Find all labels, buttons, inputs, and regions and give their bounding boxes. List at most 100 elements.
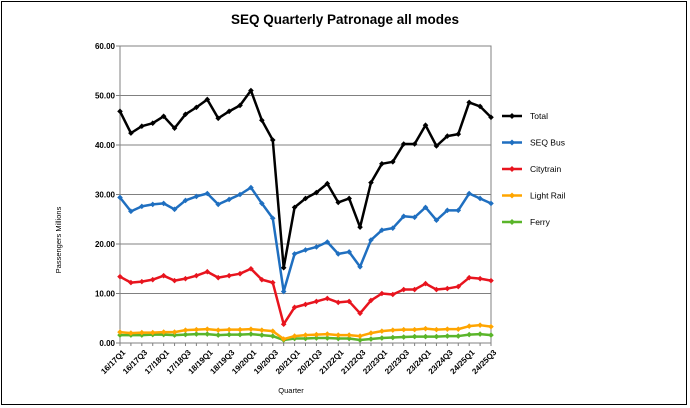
series-lines — [117, 87, 494, 343]
series-ferry — [117, 331, 494, 343]
data-point — [149, 329, 156, 336]
data-point — [411, 141, 418, 147]
y-tick-label: 20.00 — [95, 240, 116, 249]
data-point — [379, 328, 385, 334]
series-light-rail — [117, 322, 494, 342]
y-axis-label: Passengers Millions — [54, 206, 63, 273]
data-point — [171, 332, 178, 338]
data-point — [400, 286, 407, 293]
data-point — [193, 331, 200, 337]
data-point — [335, 251, 342, 257]
data-point — [204, 96, 211, 103]
data-point — [193, 104, 200, 111]
data-point — [128, 330, 134, 336]
data-point — [269, 215, 276, 222]
data-point — [488, 277, 494, 284]
data-point — [346, 195, 352, 202]
data-point — [400, 141, 407, 147]
data-point — [160, 329, 167, 335]
data-point — [237, 326, 243, 333]
data-point — [259, 327, 265, 333]
series-line — [119, 186, 492, 293]
data-point — [422, 333, 429, 340]
legend-marker — [509, 139, 515, 146]
data-point — [160, 113, 167, 120]
data-point — [335, 332, 342, 338]
data-point — [128, 130, 134, 136]
data-point — [488, 323, 494, 330]
data-point — [248, 184, 254, 191]
y-tick-label: 0.00 — [99, 339, 115, 348]
series-seq-bus — [117, 184, 494, 295]
data-point — [226, 326, 232, 333]
data-point — [488, 114, 494, 121]
data-point — [139, 203, 145, 210]
series-citytrain — [117, 265, 494, 327]
legend-label: SEQ Bus — [530, 138, 565, 148]
data-point — [389, 225, 396, 231]
data-point — [149, 120, 156, 127]
data-point — [291, 304, 298, 311]
data-point — [433, 333, 440, 340]
data-point — [259, 200, 265, 207]
data-point — [182, 327, 189, 333]
data-point — [204, 268, 211, 275]
data-point — [379, 335, 385, 341]
series-line — [119, 267, 492, 326]
data-point — [422, 204, 429, 211]
legend-label: Total — [530, 111, 548, 121]
data-point — [280, 321, 287, 327]
data-point — [226, 196, 232, 203]
data-point — [160, 200, 167, 207]
data-point — [357, 224, 363, 230]
data-point — [477, 322, 483, 328]
data-point — [335, 299, 342, 306]
y-tick-label: 60.00 — [95, 42, 116, 51]
data-point — [357, 310, 363, 317]
data-point — [466, 190, 472, 197]
data-point — [248, 265, 254, 272]
data-point — [389, 291, 396, 298]
data-point — [226, 272, 232, 279]
data-point — [269, 279, 276, 286]
data-point — [411, 333, 418, 340]
data-point — [149, 276, 156, 283]
y-tick-label: 50.00 — [95, 92, 116, 101]
legend-item-light-rail: Light Rail — [502, 191, 566, 201]
data-point — [193, 193, 200, 200]
data-point — [444, 207, 451, 214]
data-point — [455, 283, 462, 290]
data-point — [444, 285, 451, 292]
data-point — [433, 217, 440, 224]
data-point — [346, 298, 352, 305]
data-point — [182, 331, 189, 338]
legend-label: Citytrain — [530, 164, 561, 174]
data-point — [302, 335, 309, 342]
y-tick-label: 30.00 — [95, 191, 116, 200]
data-point — [313, 189, 320, 196]
data-point — [280, 264, 287, 271]
data-point — [389, 159, 396, 165]
data-point — [302, 301, 309, 308]
data-point — [269, 328, 276, 334]
data-point — [215, 327, 222, 333]
data-point — [324, 239, 331, 245]
data-point — [259, 332, 265, 338]
data-point — [182, 111, 189, 118]
data-point — [422, 122, 429, 128]
data-point — [433, 326, 440, 333]
data-point — [215, 332, 222, 338]
data-point — [379, 290, 385, 297]
data-point — [324, 331, 331, 337]
data-point — [368, 330, 374, 336]
legend-marker — [509, 166, 515, 172]
data-point — [171, 329, 178, 335]
data-point — [248, 326, 254, 332]
data-point — [237, 102, 243, 109]
data-point — [477, 195, 483, 202]
data-point — [422, 325, 429, 332]
data-point — [139, 123, 145, 129]
legend-item-total: Total — [502, 111, 548, 121]
data-point — [204, 190, 211, 197]
data-point — [488, 200, 494, 207]
